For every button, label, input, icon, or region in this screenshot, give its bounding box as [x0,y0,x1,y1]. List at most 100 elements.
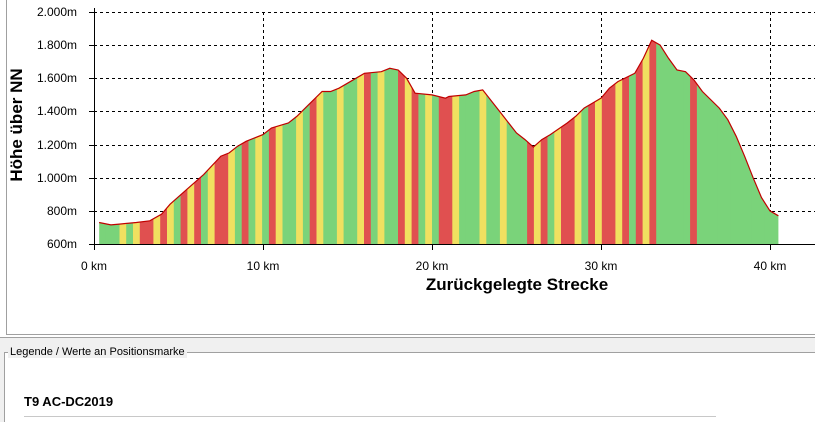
grade-band [635,40,644,244]
grade-band [506,40,515,244]
track-underline [24,416,716,417]
grade-band [452,40,460,244]
grade-band [316,40,324,244]
grade-band [99,40,107,244]
grade-band [214,40,222,244]
grade-band [418,40,426,244]
grade-band [622,40,630,244]
grade-band [513,40,521,244]
grade-band [173,40,182,244]
grade-band [330,40,338,244]
grade-band [595,40,603,244]
grade-band [669,40,678,244]
x-tick-label: 30 km [585,259,618,273]
grade-band [717,40,725,244]
grade-band [384,40,392,244]
grade-band [357,40,365,244]
grade-band [336,40,345,244]
grade-band [302,40,311,244]
elevation-chart: 600m 800m 1.000m 1.200m 1.400m 1.600m 1.800m 2.… [7,5,815,294]
grade-band [228,40,236,244]
chart-axes [89,8,815,250]
grade-band [201,40,209,244]
grade-band [153,40,161,244]
grade-band [445,40,453,244]
grade-band [676,40,684,244]
grade-band [167,40,175,244]
grade-band [432,40,440,244]
grade-band [398,40,406,244]
x-tick-label: 40 km [754,259,787,273]
grade-band [629,40,637,244]
grade-band [567,40,576,244]
x-axis-title: Zurückgelegte Strecke [426,275,608,294]
grade-band [730,40,739,244]
grade-band [221,40,229,244]
grade-band [499,40,508,244]
grade-band [146,40,154,244]
y-tick-label: 1.200m [37,138,77,152]
grade-band [364,40,372,244]
grade-band [119,40,127,244]
grade-band [533,40,542,244]
y-tick-label: 1.800m [37,38,77,52]
grade-band [296,40,304,244]
grade-band [465,40,474,244]
grade-band [479,40,487,244]
grade-band [690,40,698,244]
grade-band [248,40,256,244]
grade-band [710,40,718,244]
grade-band [527,40,535,244]
grade-band [520,40,528,244]
grade-band [241,40,250,244]
grade-band [581,40,589,244]
elevation-chart-panel: 600m 800m 1.000m 1.200m 1.400m 1.600m 1.800m 2.… [0,0,815,338]
grade-band [275,40,284,244]
grade-band [554,40,562,244]
grade-band [105,40,114,244]
grade-band [744,40,752,244]
grade-band [289,40,297,244]
grade-band [608,40,616,244]
track-name: T9 AC-DC2019 [24,394,114,409]
grade-band [459,40,467,244]
grade-band [323,40,331,244]
grade-band [234,40,243,244]
grade-band [547,40,555,244]
legend-caption: Legende / Werte an Positionsmarke [8,346,187,358]
grade-band [350,40,358,244]
grade-band [771,40,779,244]
grade-band [343,40,351,244]
grade-band [601,40,610,244]
grade-band [561,40,569,244]
grade-band [642,40,650,244]
grade-band [696,40,705,244]
grade-band [703,40,712,244]
grade-band [472,40,481,244]
grade-band [615,40,623,244]
grade-band [683,40,691,244]
grade-band [180,40,188,244]
grade-band [438,40,447,244]
grade-band [663,40,671,244]
grade-band [649,40,657,244]
y-tick-label: 1.000m [37,171,77,185]
y-tick-labels: 600m 800m 1.000m 1.200m 1.400m 1.600m 1.800m 2.… [37,5,77,251]
grade-band [540,40,549,244]
grade-band [262,40,270,244]
grade-band [574,40,582,244]
grade-color-bands [99,40,779,244]
y-tick-label: 2.000m [37,5,77,19]
grade-band [255,40,263,244]
elevation-profile-line [98,39,779,226]
grade-band [737,40,746,244]
grade-band [112,40,121,244]
x-tick-labels: 0 km 10 km 20 km 30 km 40 km [81,259,786,273]
legend-frame [4,352,815,422]
y-tick-label: 1.400m [37,104,77,118]
x-tick-label: 10 km [247,259,280,273]
elevation-area [98,39,779,244]
grade-band [139,40,148,244]
grade-band [187,40,195,244]
grade-band [724,40,732,244]
